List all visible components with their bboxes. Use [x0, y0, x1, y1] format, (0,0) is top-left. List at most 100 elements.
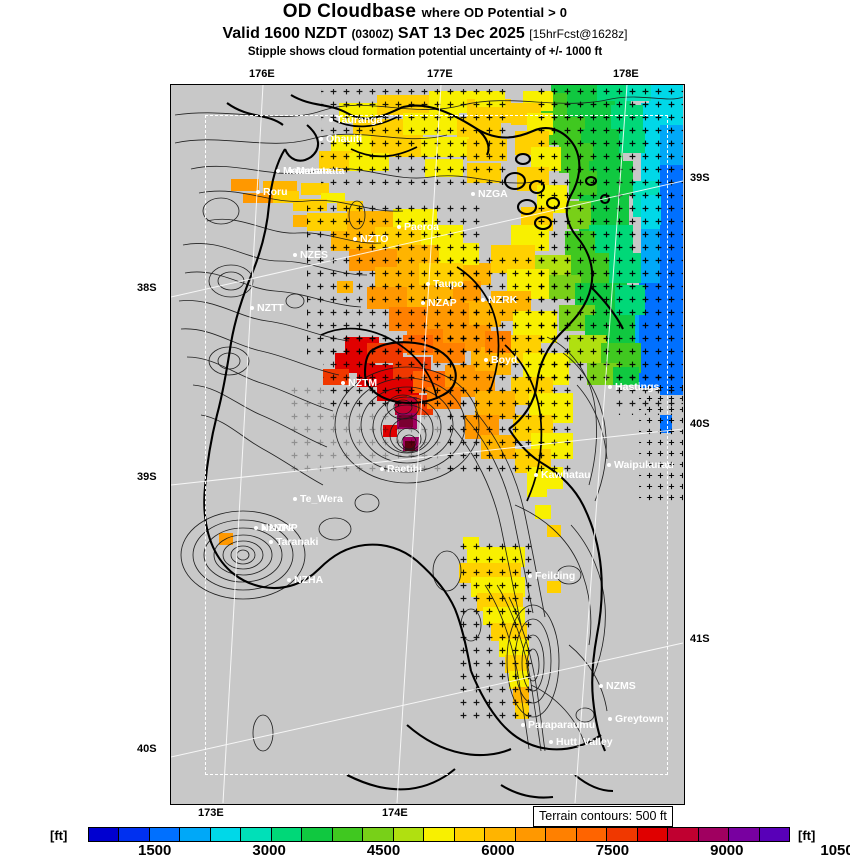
station-dot-icon — [269, 540, 273, 545]
valid-time: Valid 1600 NZDT — [222, 25, 347, 42]
station-dot-icon — [421, 301, 425, 306]
title-line-1: OD Cloudbase where OD Potential > 0 — [0, 2, 850, 23]
station-dot-icon — [608, 717, 612, 722]
colorbar-swatch-18[interactable] — [637, 828, 669, 841]
axis-label-bottom-173E: 173E — [198, 807, 224, 819]
city-name: NZRK — [488, 294, 518, 306]
station-dot-icon — [319, 137, 323, 142]
city-label-nzap: NZAP — [421, 297, 457, 309]
city-name: NZES — [300, 249, 329, 261]
city-name: NZTO — [360, 233, 389, 245]
map-frame[interactable]: Tauranga Ohauiti Matamata Matamata Roru NZGA N… — [170, 84, 685, 805]
colorbar[interactable]: [ft] [ft] 150030004500600075009000105001… — [0, 826, 850, 860]
city-label-greytown: Greytown — [608, 713, 663, 725]
colorbar-swatch-21[interactable] — [729, 828, 760, 841]
terrain-contour-legend: Terrain contours: 500 ft — [533, 806, 673, 827]
city-name: NZAP — [428, 297, 457, 309]
city-label-raetihi: Raetihi — [380, 463, 422, 475]
station-dot-icon — [521, 723, 525, 728]
station-dot-icon — [329, 118, 333, 123]
colorbar-swatch-7[interactable] — [302, 828, 333, 841]
station-dot-icon — [289, 169, 293, 174]
emphasis-contours — [320, 116, 543, 502]
city-name: NZNP — [269, 522, 298, 534]
city-name: Kawhatau — [541, 469, 591, 481]
city-label-nznp: NZNP — [262, 522, 298, 534]
station-dot-icon — [599, 684, 603, 689]
colorbar-swatch-12[interactable] — [454, 828, 486, 841]
colorbar-swatch-8[interactable] — [332, 828, 364, 841]
colorbar-tick-10500: 10500 — [820, 842, 850, 859]
colorbar-swatch-0[interactable] — [89, 828, 120, 841]
city-name: Taupo — [433, 278, 464, 290]
colorbar-tick-7500: 7500 — [595, 842, 630, 859]
city-name: Matamata — [283, 165, 332, 177]
city-name: Taranaki — [276, 536, 319, 548]
colorbar-swatch-17[interactable] — [607, 828, 638, 841]
city-label-hutt-valley: Hutt_Valley — [549, 736, 613, 748]
colorbar-swatch-4[interactable] — [210, 828, 242, 841]
city-name: NZMS — [606, 680, 636, 692]
station-dot-icon — [484, 358, 488, 363]
colorbar-swatch-2[interactable] — [149, 828, 181, 841]
city-label-nztm: NZTM — [341, 377, 377, 389]
city-name: Te_Wera — [300, 493, 343, 505]
city-label-boyd: Boyd — [484, 354, 517, 366]
city-label-nzms: NZMS — [599, 680, 636, 692]
colorbar-swatch-11[interactable] — [424, 828, 455, 841]
station-dot-icon — [608, 385, 612, 390]
title-line-2: Valid 1600 NZDT (0300Z) SAT 13 Dec 2025 … — [0, 24, 850, 44]
station-dot-icon — [534, 473, 538, 478]
city-label-taranaki: Taranaki — [269, 536, 318, 548]
station-dot-icon — [250, 306, 254, 311]
city-label-te-wera: Te_Wera — [293, 493, 343, 505]
colorbar-unit-right: [ft] — [798, 828, 816, 843]
city-name: Feilding — [535, 570, 576, 582]
axis-label-right-39S: 39S — [690, 172, 710, 184]
city-name: Matamata — [296, 165, 345, 177]
title-main: OD Cloudbase — [282, 1, 417, 22]
axis-label-top-177E: 177E — [427, 68, 453, 80]
station-dot-icon — [549, 740, 553, 745]
colorbar-swatch-19[interactable] — [668, 828, 699, 841]
station-dot-icon — [471, 192, 475, 197]
colorbar-swatch-9[interactable] — [363, 828, 394, 841]
colorbar-swatch-14[interactable] — [515, 828, 547, 841]
colorbar-swatch-10[interactable] — [393, 828, 425, 841]
station-dot-icon — [380, 467, 384, 472]
colorbar-swatch-15[interactable] — [546, 828, 577, 841]
city-label-taupo: Taupo — [426, 278, 464, 290]
map-canvas — [171, 85, 683, 803]
colorbar-swatch-1[interactable] — [119, 828, 150, 841]
forecast-hour: [15hrFcst@1628z] — [529, 27, 628, 41]
colorbar-swatch-22[interactable] — [759, 828, 790, 841]
station-dot-icon — [293, 497, 297, 502]
city-name: Boyd — [491, 354, 518, 366]
colorbar-swatches[interactable] — [88, 827, 790, 842]
colorbar-swatch-5[interactable] — [241, 828, 272, 841]
graticule — [171, 85, 683, 803]
axis-label-bottom-174E: 174E — [382, 807, 408, 819]
colorbar-swatch-6[interactable] — [271, 828, 303, 841]
title-condition: where OD Potential > 0 — [421, 5, 568, 20]
station-dot-icon — [256, 190, 260, 195]
colorbar-swatch-16[interactable] — [576, 828, 608, 841]
colorbar-swatch-20[interactable] — [698, 828, 730, 841]
colorbar-swatch-3[interactable] — [180, 828, 211, 841]
city-name: NZHA — [294, 574, 324, 586]
colorbar-unit-left: [ft] — [50, 828, 68, 843]
colorbar-tick-6000: 6000 — [481, 842, 515, 859]
city-label-nzga: NZGA — [471, 188, 508, 200]
city-label-nzrk: NZRK — [481, 294, 517, 306]
city-label-nzha: NZHA — [287, 574, 323, 586]
terrain-contours — [174, 96, 683, 752]
station-dot-icon — [426, 282, 430, 287]
colorbar-swatch-13[interactable] — [485, 828, 516, 841]
colorbar-tick-1500: 1500 — [138, 842, 172, 859]
station-dot-icon — [481, 298, 485, 303]
city-label-nznpk: NzNPk — [254, 522, 294, 534]
city-name: Roru — [263, 186, 288, 198]
axis-label-left-40S: 40S — [137, 743, 157, 755]
station-dot-icon — [262, 526, 266, 531]
